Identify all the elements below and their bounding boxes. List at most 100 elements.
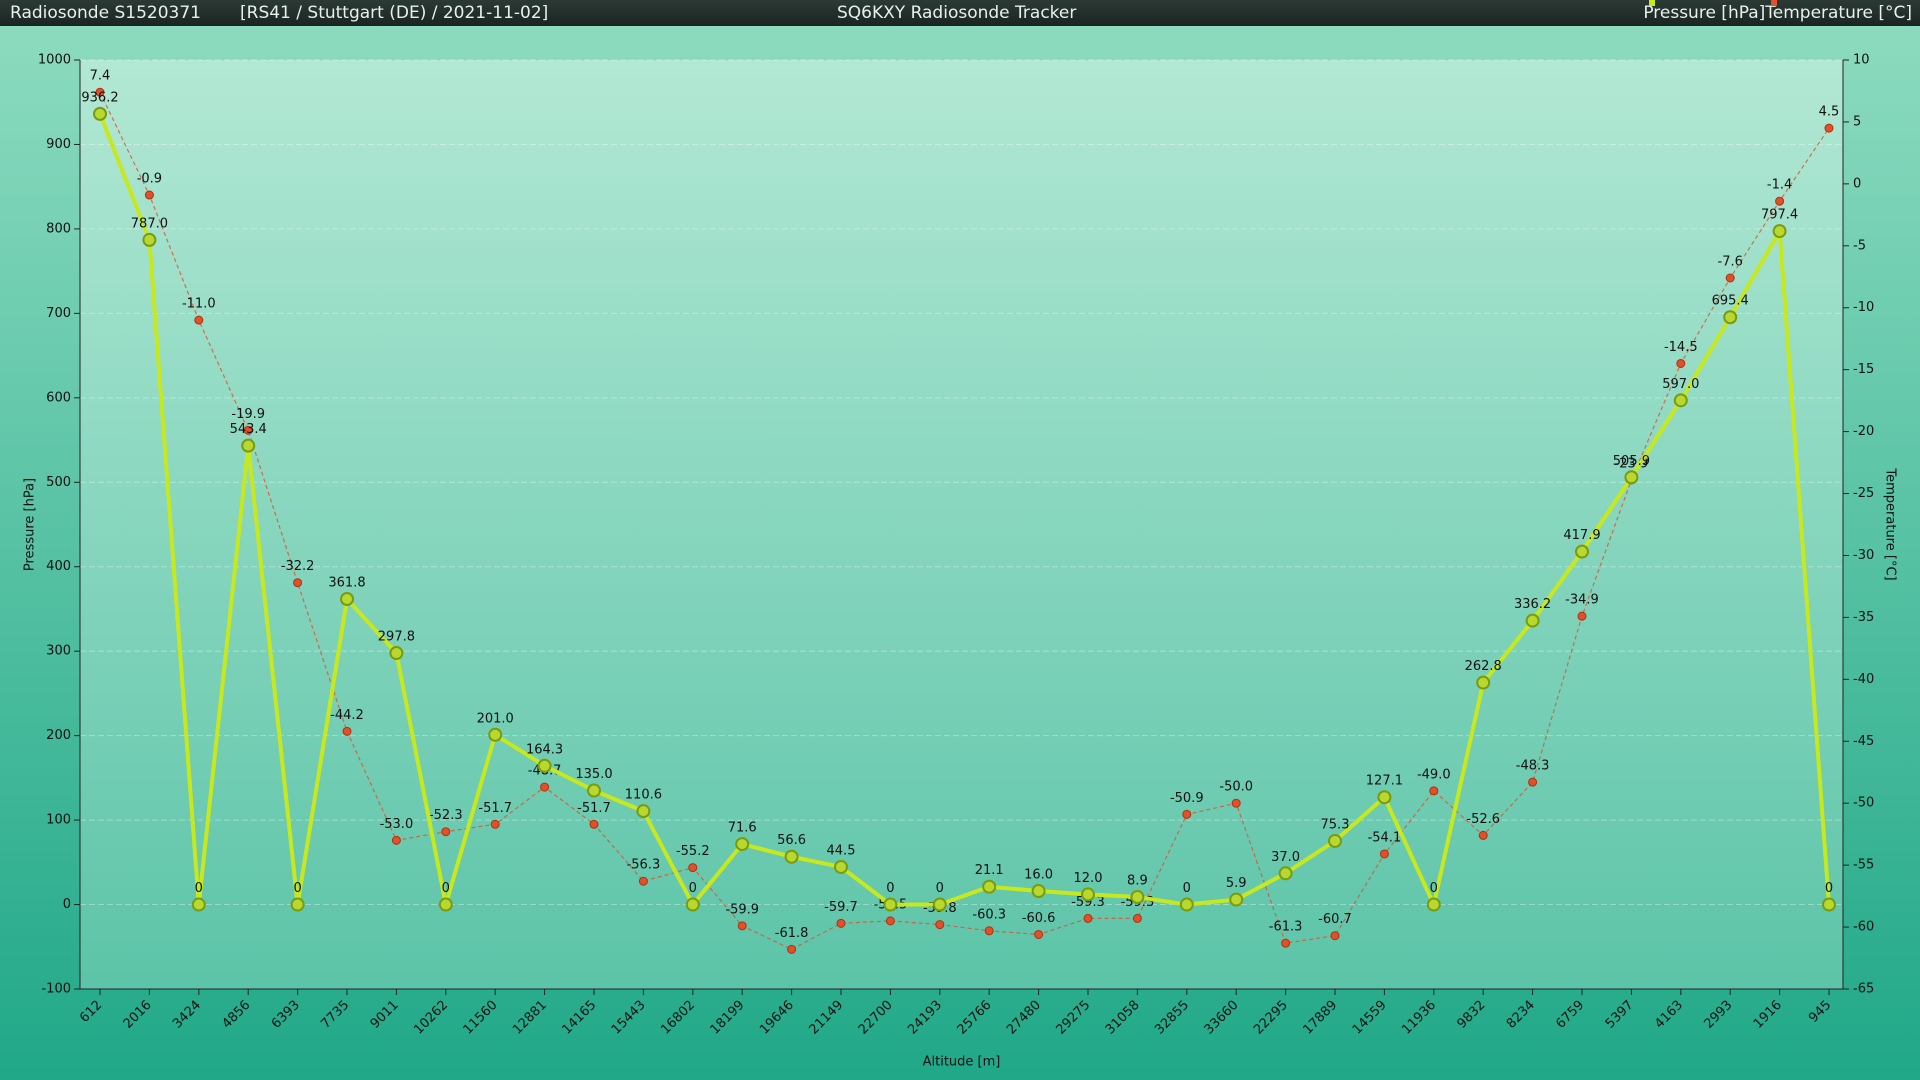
y-tick-label: 300 xyxy=(46,644,71,659)
legend-label: Temperature [°C] xyxy=(1765,3,1912,23)
data-label: 0 xyxy=(936,881,944,896)
data-label: 4.5 xyxy=(1819,105,1840,120)
data-label: 336.2 xyxy=(1514,597,1551,612)
data-label: -34.9 xyxy=(1565,593,1599,608)
data-label: -51.7 xyxy=(478,801,512,816)
data-label: 0 xyxy=(442,881,450,896)
data-label: -60.6 xyxy=(1022,911,1056,926)
temperature-point xyxy=(836,918,846,928)
x-tick-label: 6393 xyxy=(269,998,303,1032)
data-label: 5.9 xyxy=(1226,876,1247,891)
data-label: -55.2 xyxy=(676,844,710,859)
x-tick-label: 27480 xyxy=(1004,998,1044,1038)
data-label: -7.6 xyxy=(1718,255,1743,270)
data-label: -0.9 xyxy=(137,172,162,187)
temperature-point xyxy=(144,190,154,200)
pressure-point xyxy=(537,758,552,773)
x-tick-label: 612 xyxy=(77,998,105,1026)
data-label: 0 xyxy=(1430,881,1438,896)
data-label: -48.3 xyxy=(1516,759,1550,774)
pressure-point xyxy=(1031,884,1046,899)
temperature-point xyxy=(441,827,451,837)
data-label: 110.6 xyxy=(625,788,662,803)
data-label: 75.3 xyxy=(1321,817,1350,832)
data-label: 597.0 xyxy=(1662,377,1699,392)
x-tick-label: 21149 xyxy=(806,998,846,1038)
x-tick-label: 4856 xyxy=(219,998,253,1032)
pressure-point xyxy=(438,897,453,912)
pressure-point xyxy=(93,106,107,121)
data-label: 0 xyxy=(689,881,697,896)
x-tick-label: 17889 xyxy=(1300,998,1340,1038)
y2-tick-label: -65 xyxy=(1853,982,1874,997)
pressure-point xyxy=(1525,613,1540,628)
data-label: 543.4 xyxy=(230,422,267,437)
pressure-point xyxy=(587,783,601,798)
x-tick-label: 1916 xyxy=(1751,998,1785,1032)
data-label: 0 xyxy=(293,881,301,896)
y2-tick-label: -5 xyxy=(1853,238,1866,253)
temperature-point xyxy=(293,578,303,588)
y2-tick-label: -25 xyxy=(1853,486,1874,501)
data-label: -14.5 xyxy=(1664,340,1698,355)
y2-tick-label: -35 xyxy=(1853,610,1874,625)
data-label: -61.3 xyxy=(1269,920,1303,935)
x-tick-label: 19646 xyxy=(757,998,797,1038)
data-label: -11.0 xyxy=(182,297,216,312)
temperature-point xyxy=(1577,611,1587,621)
pressure-point xyxy=(1624,470,1639,485)
y-tick-label: 0 xyxy=(63,897,71,912)
data-label: -49.0 xyxy=(1417,767,1451,782)
y-tick-label: -100 xyxy=(41,982,71,997)
data-label: -59.9 xyxy=(725,902,759,917)
x-tick-label: 6759 xyxy=(1553,998,1587,1032)
pressure-point xyxy=(883,897,898,912)
y2-tick-label: -20 xyxy=(1853,424,1874,439)
app-title: SQ6KXY Radiosonde Tracker xyxy=(837,3,1077,23)
temperature-point xyxy=(1478,830,1488,840)
x-tick-label: 4163 xyxy=(1652,998,1686,1032)
pressure-point xyxy=(1130,890,1145,905)
x-tick-label: 8234 xyxy=(1504,998,1538,1032)
y-tick-label: 800 xyxy=(46,221,71,236)
temperature-point xyxy=(1824,123,1834,133)
temperature-point xyxy=(1231,798,1241,808)
x-tick-label: 15443 xyxy=(609,998,649,1038)
y-tick-label: 1000 xyxy=(38,53,71,68)
x-tick-label: 9011 xyxy=(368,998,402,1032)
pressure-point xyxy=(142,232,157,247)
data-label: -60.7 xyxy=(1318,912,1352,927)
legend-swatch xyxy=(1771,0,1778,6)
x-tick-label: 24193 xyxy=(905,998,945,1038)
header-bar: Radiosonde S1520371 [RS41 / Stuttgart (D… xyxy=(0,0,1920,26)
data-label: 936.2 xyxy=(81,90,118,105)
legend-swatch xyxy=(1649,0,1656,6)
x-tick-label: 7735 xyxy=(318,998,352,1032)
pressure-point xyxy=(1179,897,1194,912)
x-tick-label: 5397 xyxy=(1603,998,1637,1032)
pressure-point xyxy=(1476,675,1491,690)
y2-axis-title: Temperature [°C] xyxy=(1883,467,1898,580)
y2-tick-label: 5 xyxy=(1853,114,1861,129)
legend-label: Pressure [hPa] xyxy=(1643,3,1766,23)
temperature-point xyxy=(787,944,797,954)
data-label: -56.3 xyxy=(627,858,661,873)
pressure-point xyxy=(834,859,848,874)
temperature-point xyxy=(490,819,500,829)
x-axis-title: Altitude [m] xyxy=(923,1055,1001,1070)
x-tick-label: 11560 xyxy=(461,998,501,1038)
data-label: 297.8 xyxy=(378,630,415,645)
y2-tick-label: -15 xyxy=(1853,362,1874,377)
temperature-point xyxy=(1132,913,1142,923)
legend: Pressure [hPa] Temperature [°C] xyxy=(1643,0,1912,26)
temperature-point xyxy=(688,863,698,873)
data-label: 12.0 xyxy=(1074,871,1103,886)
data-label: 361.8 xyxy=(328,575,365,590)
x-tick-label: 14165 xyxy=(559,998,599,1038)
data-label: 201.0 xyxy=(477,711,514,726)
data-label: 135.0 xyxy=(575,767,612,782)
data-label: -44.2 xyxy=(330,708,364,723)
pressure-point xyxy=(1377,790,1392,805)
y2-tick-label: -50 xyxy=(1853,796,1874,811)
data-label: -50.9 xyxy=(1170,791,1204,806)
